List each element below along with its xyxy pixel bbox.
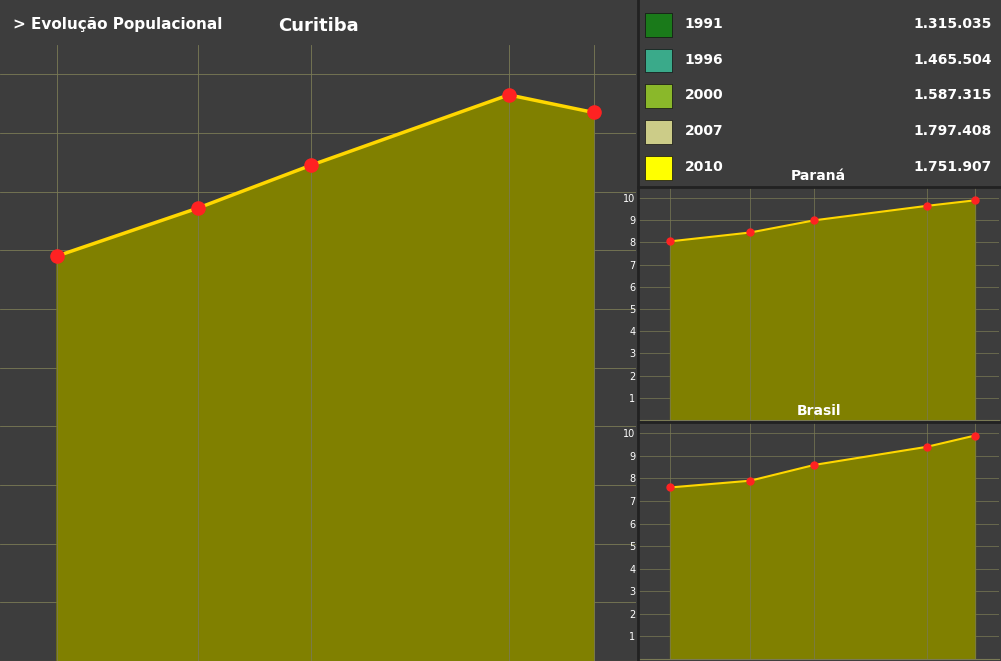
Text: 1.315.035: 1.315.035 xyxy=(913,17,992,31)
Point xyxy=(662,236,678,247)
Point xyxy=(662,482,678,492)
Point xyxy=(743,475,759,486)
Point xyxy=(807,215,823,225)
Title: Brasil: Brasil xyxy=(796,404,841,418)
Bar xyxy=(646,85,673,108)
Text: 1.751.907: 1.751.907 xyxy=(914,160,992,174)
Bar xyxy=(646,13,673,37)
Point xyxy=(48,251,64,262)
Point xyxy=(303,160,319,171)
Point xyxy=(919,442,935,452)
Point xyxy=(919,200,935,211)
Title: Paraná: Paraná xyxy=(791,169,846,183)
Point xyxy=(586,107,602,118)
Point xyxy=(807,459,823,470)
Point xyxy=(967,195,983,206)
Text: 2000: 2000 xyxy=(685,89,724,102)
Text: > Evolução Populacional: > Evolução Populacional xyxy=(13,17,222,32)
Text: 2007: 2007 xyxy=(685,124,724,138)
Bar xyxy=(646,120,673,144)
Text: 2010: 2010 xyxy=(685,160,724,174)
Text: 1991: 1991 xyxy=(685,17,724,31)
Text: 1.797.408: 1.797.408 xyxy=(914,124,992,138)
Point xyxy=(967,430,983,441)
Text: 1.587.315: 1.587.315 xyxy=(913,89,992,102)
Bar xyxy=(646,49,673,73)
Title: Curitiba: Curitiba xyxy=(277,17,358,35)
Point xyxy=(743,227,759,238)
Point xyxy=(190,203,206,214)
Text: 1.465.504: 1.465.504 xyxy=(913,53,992,67)
Point xyxy=(500,90,517,100)
Bar xyxy=(646,156,673,180)
Text: 1996: 1996 xyxy=(685,53,724,67)
